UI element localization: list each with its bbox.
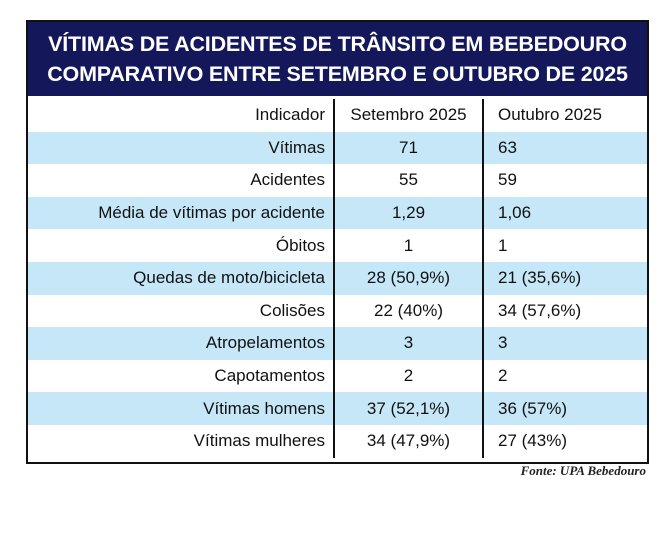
- october-cell: 34 (57,6%): [498, 300, 582, 320]
- table-row: Acidentes 55 59: [28, 164, 647, 197]
- header-row: Indicador Setembro 2025 Outubro 2025: [28, 99, 647, 132]
- september-cell: 2: [334, 359, 484, 393]
- table-row: Capotamentos 2 2: [28, 359, 647, 393]
- title-line-1: VÍTIMAS DE ACIDENTES DE TRÂNSITO EM BEBE…: [48, 32, 627, 56]
- indicator-cell: Colisões: [28, 294, 335, 328]
- indicator-cell: Acidentes: [28, 164, 335, 197]
- indicator-cell: Quedas de moto/bicicleta: [28, 261, 335, 295]
- october-cell: 3: [483, 327, 647, 360]
- table-row: Média de vítimas por acidente 1,29 1,06: [28, 196, 647, 230]
- october-cell: 1: [498, 235, 508, 255]
- october-cell: 59: [498, 170, 517, 190]
- table-row: Atropelamentos 3 3: [28, 327, 647, 360]
- table-frame: VÍTIMAS DE ACIDENTES DE TRÂNSITO EM BEBE…: [26, 20, 649, 464]
- source-note: Fonte: UPA Bebedouro: [520, 463, 646, 478]
- table-row: Vítimas homens 37 (52,1%) 36 (57%): [28, 392, 647, 425]
- table-row: Vítimas mulheres 34 (47,9%) 27 (43%): [28, 424, 647, 458]
- october-cell: 36 (57%): [483, 392, 647, 425]
- indicator-cell: Vítimas mulheres: [28, 424, 335, 458]
- september-cell: 55: [334, 164, 484, 197]
- september-cell: 28 (50,9%): [334, 261, 484, 295]
- october-cell: 21 (35,6%): [483, 261, 647, 295]
- column-header: Setembro 2025: [334, 99, 484, 132]
- indicator-cell: Vítimas: [28, 131, 335, 165]
- table-row: Quedas de moto/bicicleta 28 (50,9%) 21 (35…: [28, 261, 647, 295]
- indicator-cell: Média de vítimas por acidente: [28, 196, 335, 230]
- indicator-cell: Vítimas homens: [28, 392, 335, 425]
- table-row: Colisões 22 (40%) 34 (57,6%): [28, 294, 647, 328]
- october-cell: 1,06: [483, 196, 647, 230]
- september-cell: 71: [334, 131, 484, 165]
- title-line-2: COMPARATIVO ENTRE SETEMBRO E OUTUBRO DE …: [47, 62, 628, 86]
- indicator-cell: Óbitos: [28, 229, 335, 262]
- indicator-cell: Atropelamentos: [28, 327, 335, 360]
- column-header: Indicador: [28, 99, 335, 132]
- table-row: Óbitos 1 1: [28, 229, 647, 262]
- september-cell: 1,29: [334, 196, 484, 230]
- indicator-cell: Capotamentos: [28, 359, 335, 393]
- october-cell: 2: [498, 366, 508, 386]
- data-table: Indicador Setembro 2025 Outubro 2025 Vít…: [28, 99, 647, 458]
- column-header: Outubro 2025: [498, 105, 602, 125]
- september-cell: 22 (40%): [334, 294, 484, 328]
- september-cell: 3: [334, 327, 484, 360]
- table-title: VÍTIMAS DE ACIDENTES DE TRÂNSITO EM BEBE…: [28, 22, 647, 96]
- september-cell: 37 (52,1%): [334, 392, 484, 425]
- october-cell: 63: [483, 131, 647, 165]
- september-cell: 1: [334, 229, 484, 262]
- table-row: Vítimas 71 63: [28, 131, 647, 165]
- september-cell: 34 (47,9%): [334, 424, 484, 458]
- october-cell: 27 (43%): [498, 431, 567, 451]
